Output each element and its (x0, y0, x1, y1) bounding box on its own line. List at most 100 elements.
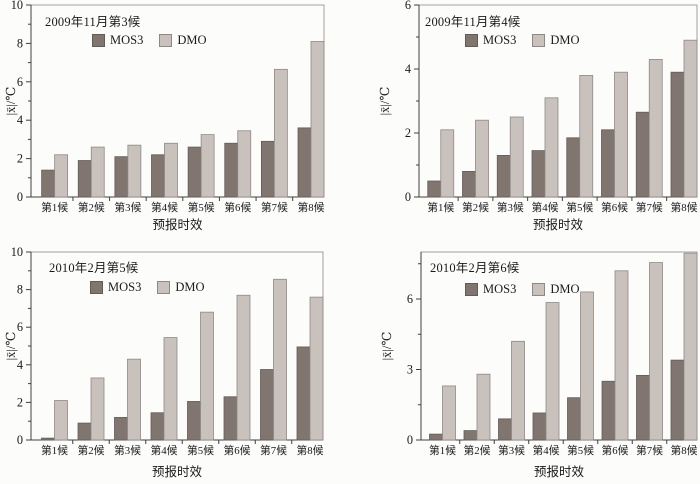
bar-mos3-4 (531, 150, 546, 198)
bar-dmo-8 (683, 39, 698, 198)
bar-mos3-3 (114, 417, 128, 441)
chart-title: 2009年11月第3候 (45, 15, 141, 29)
category-label: 第7候 (636, 443, 663, 457)
y-tick-label: 10 (11, 0, 23, 12)
y-tick-label: 6 (405, 0, 411, 12)
bar-dmo-8 (310, 41, 325, 198)
bar-dmo-6 (614, 270, 629, 441)
category-label: 第3候 (497, 200, 524, 214)
category-label: 第6候 (601, 200, 628, 214)
legend-swatch-mos3 (465, 34, 478, 47)
bar-dmo-3 (511, 340, 525, 441)
bar-dmo-4 (163, 337, 178, 441)
bar-dmo-5 (200, 134, 215, 198)
bar-mos3-4 (532, 412, 547, 441)
category-label: 第2候 (462, 200, 489, 214)
bar-mos3-7 (260, 369, 274, 441)
x-axis-label: 预报时效 (533, 465, 584, 479)
category-label: 第7候 (261, 200, 288, 214)
bar-dmo-1 (54, 400, 68, 441)
y-axis-label: |x̄|/℃ (4, 331, 18, 361)
bar-dmo-1 (440, 129, 455, 198)
y-axis-label: |x̄|/℃ (378, 86, 392, 116)
category-label: 第2候 (78, 200, 105, 214)
legend-swatch-dmo (532, 283, 546, 296)
chart-panel-2009nov-pentad3: 0 2 4 6 8 10 第1候 第2候 第3候 第4候 第5候 第6候 第7候 第8候 2009年11月… (0, 0, 350, 242)
bar-dmo-7 (273, 278, 287, 441)
category-label: 第6候 (602, 443, 629, 457)
chart-panel-2010feb-pentad6: 0 3 6 第1候 第2候 第3候 第4候 第5候 第6候 第7候 第8候 2010年2月第6候 M… (350, 242, 700, 484)
legend-swatch-mos3 (90, 281, 103, 294)
y-tick-label: 4 (17, 358, 23, 372)
chart-panel-2010feb-pentad5: 0 2 4 6 8 10 第1候 第2候 第3候 第4候 第5候 第6候 第7候 第8候 2010年2月第… (0, 242, 350, 484)
y-tick-label: 0 (405, 190, 411, 204)
bar-mos3-6 (601, 129, 615, 198)
bar-dmo-2 (476, 373, 491, 441)
y-tick-label: 6 (407, 292, 413, 306)
bar-mos3-8 (670, 359, 685, 441)
legend: MOS3 DMO (465, 33, 580, 48)
category-label: 第4候 (151, 200, 178, 214)
legend: MOS3 DMO (92, 33, 207, 48)
legend-swatch-mos3 (465, 283, 478, 296)
bar-dmo-5 (579, 75, 594, 198)
category-label: 第3候 (114, 443, 141, 457)
category-label: 第3候 (114, 200, 141, 214)
bar-mos3-7 (260, 140, 275, 198)
category-label: 第5候 (566, 200, 593, 214)
bar-mos3-1 (41, 169, 56, 198)
chart-title: 2010年2月第5候 (49, 261, 139, 275)
category-label: 第4候 (151, 443, 178, 457)
category-label: 第2候 (464, 443, 491, 457)
chart-panel-2009nov-pentad4: 0 2 4 6 第1候 第2候 第3候 第4候 第5候 第6候 第7候 第8候 2009年11月第4候… (350, 0, 700, 242)
category-label: 第1候 (427, 200, 454, 214)
legend-swatch-dmo (159, 34, 173, 47)
bar-mos3-1 (41, 437, 55, 441)
legend-label-dmo: DMO (177, 33, 207, 47)
category-label: 第1候 (41, 443, 68, 457)
chart-title: 2010年2月第6候 (430, 261, 520, 275)
bar-mos3-2 (77, 160, 92, 198)
category-label: 第7候 (260, 443, 287, 457)
legend-swatch-dmo (157, 281, 171, 294)
bar-mos3-4 (151, 154, 165, 198)
x-axis-label: 预报时效 (532, 218, 583, 232)
category-label: 第3候 (498, 443, 525, 457)
category-label: 第4候 (532, 200, 559, 214)
category-label: 第4候 (533, 443, 560, 457)
category-label: 第2候 (78, 443, 105, 457)
bar-chart-svg: 0 2 4 6 8 10 第1候 第2候 第3候 第4候 第5候 第6候 第7候 第8候 (11, 245, 324, 457)
bar-dmo-7 (649, 262, 663, 441)
legend-label-mos3: MOS3 (483, 282, 517, 296)
category-label: 第8候 (297, 443, 324, 457)
category-label: 第8候 (298, 200, 325, 214)
category-label: 第6候 (224, 443, 251, 457)
bar-mos3-8 (670, 71, 685, 198)
bar-dmo-8 (309, 296, 324, 441)
y-tick-label: 4 (17, 113, 23, 127)
bar-dmo-4 (544, 97, 559, 198)
bar-dmo-2 (475, 119, 489, 198)
bar-mos3-6 (223, 396, 238, 441)
legend-label-mos3: MOS3 (108, 280, 142, 294)
bar-dmo-2 (90, 146, 105, 198)
bar-dmo-5 (200, 311, 214, 441)
y-tick-label: 8 (17, 283, 23, 297)
bar-chart-svg: 0 3 6 第1候 第2候 第3候 第4候 第5候 第6候 第7候 第8候 (407, 251, 698, 457)
bar-dmo-1 (442, 385, 456, 441)
bar-chart-svg: 0 2 4 6 第1候 第2候 第3候 第4候 第5候 第6候 第7候 第8候 (405, 0, 698, 214)
y-tick-label: 4 (405, 62, 411, 76)
bar-dmo-6 (236, 294, 251, 441)
bar-mos3-4 (150, 412, 165, 441)
chart-title: 2009年11月第4候 (425, 15, 521, 29)
bar-dmo-7 (648, 59, 663, 198)
category-label: 第1候 (41, 200, 68, 214)
bar-mos3-2 (462, 170, 476, 198)
y-tick-label: 8 (17, 36, 23, 50)
bar-mos3-5 (566, 137, 581, 198)
bar-dmo-3 (509, 116, 524, 198)
legend-label-dmo: DMO (550, 282, 580, 296)
category-label: 第5候 (188, 200, 215, 214)
bar-dmo-6 (237, 130, 252, 198)
